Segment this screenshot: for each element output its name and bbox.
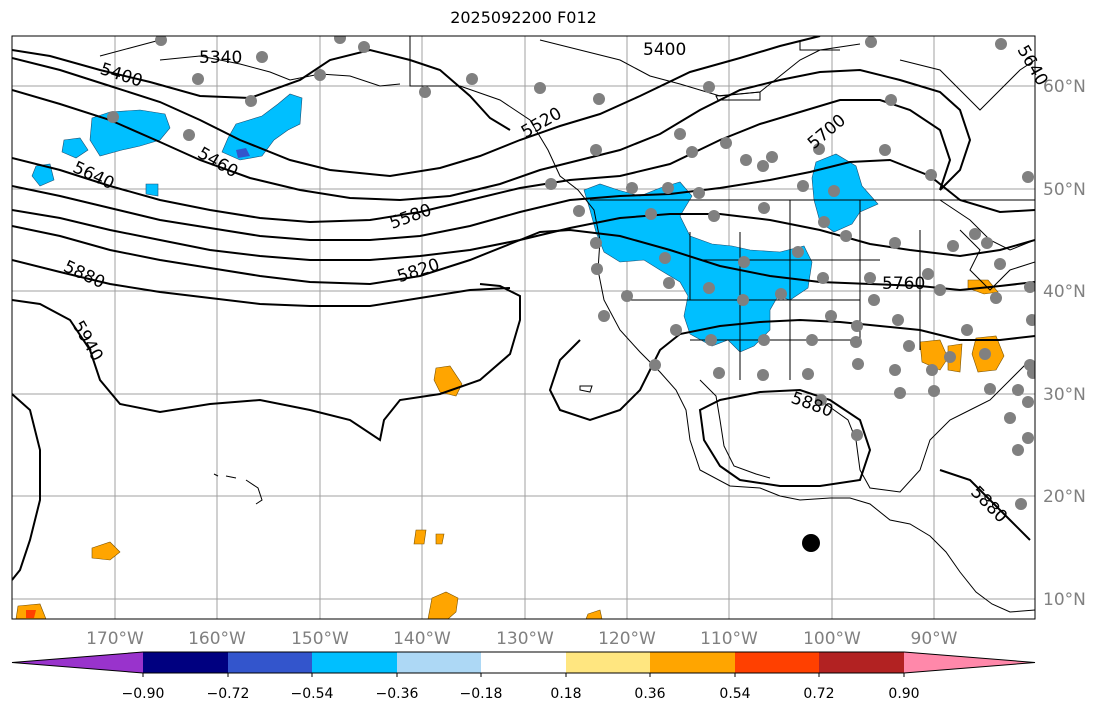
colorbar-segment bbox=[650, 652, 735, 673]
longitude-label: 110°W bbox=[700, 629, 758, 649]
colorbar-tick-label: 0.90 bbox=[888, 686, 919, 702]
colorbar-segment bbox=[481, 652, 566, 673]
longitude-label: 120°W bbox=[598, 629, 656, 649]
longitude-label: 160°W bbox=[188, 629, 246, 649]
latitude-label: 40°N bbox=[1043, 282, 1086, 302]
colorbar-segment bbox=[819, 652, 904, 673]
latitude-label: 30°N bbox=[1043, 385, 1086, 405]
colorbar-tick-label: 0.18 bbox=[550, 686, 581, 702]
longitude-label: 130°W bbox=[496, 629, 554, 649]
positive-anomaly-dark bbox=[26, 610, 36, 618]
colorbar-tick-label: 0.72 bbox=[803, 686, 834, 702]
latitude-label: 10°N bbox=[1043, 590, 1086, 610]
latitude-label: 50°N bbox=[1043, 180, 1086, 200]
contour-label: 5760 bbox=[882, 274, 925, 294]
colorbar-tick-label: −0.54 bbox=[291, 686, 334, 702]
longitude-labels: 170°W 160°W 150°W 140°W 130°W 120°W 110°… bbox=[86, 629, 958, 649]
colorbar-tick-label: −0.36 bbox=[376, 686, 419, 702]
colorbar-segment bbox=[143, 652, 228, 673]
contour-label: 5340 bbox=[199, 48, 242, 68]
colorbar-tick-label: −0.18 bbox=[460, 686, 503, 702]
coastlines bbox=[99, 36, 1035, 613]
black-marker bbox=[802, 534, 820, 552]
map-area bbox=[12, 36, 1035, 619]
colorbar-ticks: −0.90 −0.72 −0.54 −0.36 −0.18 0.18 0.36 … bbox=[122, 686, 920, 702]
colorbar-segment bbox=[566, 652, 650, 673]
colorbar-segment bbox=[12, 652, 143, 673]
colorbar-tick-label: 0.36 bbox=[634, 686, 665, 702]
negative-anomaly-dark bbox=[236, 148, 250, 158]
longitude-label: 90°W bbox=[911, 629, 958, 649]
longitude-label: 100°W bbox=[803, 629, 861, 649]
longitude-label: 170°W bbox=[86, 629, 144, 649]
colorbar-tick-label: −0.72 bbox=[207, 686, 250, 702]
colorbar-segment bbox=[397, 652, 481, 673]
latitude-label: 60°N bbox=[1043, 77, 1086, 97]
colorbar bbox=[11, 651, 1036, 677]
latitude-label: 20°N bbox=[1043, 487, 1086, 507]
colorbar-segment bbox=[904, 652, 1035, 673]
colorbar-tick-label: 0.54 bbox=[719, 686, 750, 702]
colorbar-tick-label: −0.90 bbox=[122, 686, 165, 702]
map-frame bbox=[11, 35, 1036, 620]
contour-label: 5400 bbox=[643, 40, 686, 60]
colorbar-segment bbox=[312, 652, 397, 673]
latitude-labels: 60°N 50°N 40°N 30°N 20°N 10°N bbox=[1043, 77, 1086, 610]
longitude-label: 140°W bbox=[393, 629, 451, 649]
map-title: 2025092200 F012 bbox=[450, 8, 597, 27]
colorbar-segment bbox=[228, 652, 312, 673]
station-markers bbox=[107, 36, 1035, 510]
colorbar-segment bbox=[735, 652, 819, 673]
longitude-label: 150°W bbox=[291, 629, 349, 649]
